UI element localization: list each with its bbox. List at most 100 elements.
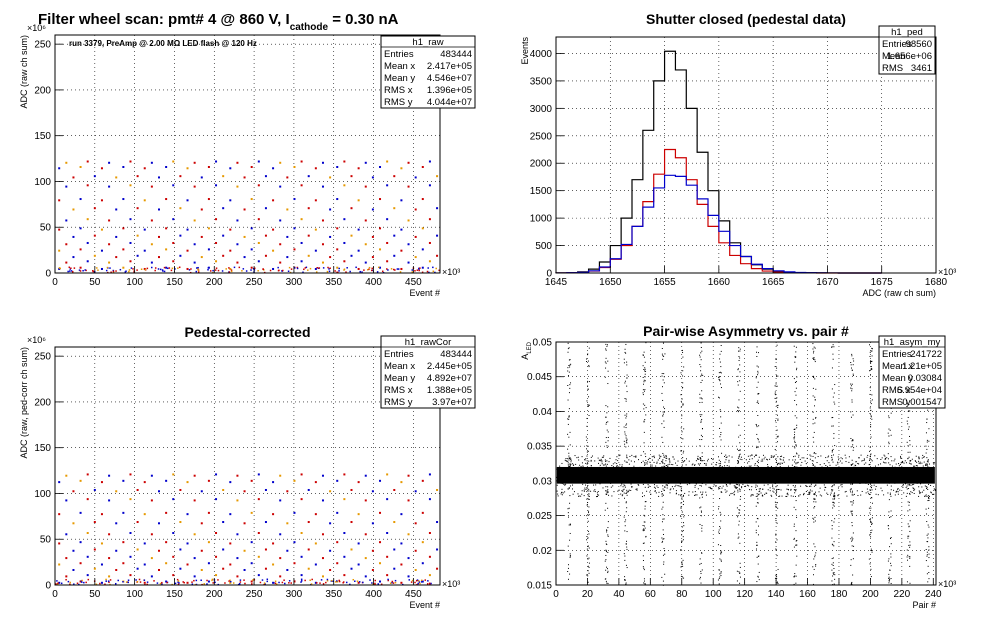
scatter-point	[172, 532, 175, 535]
asymmetry-spike-point	[851, 492, 853, 494]
scatter-point	[371, 522, 374, 525]
asymmetry-spike-point	[738, 488, 740, 490]
asymmetry-spike-point	[719, 379, 721, 381]
asymmetry-spike-point	[587, 498, 589, 500]
asymmetry-spike-point	[718, 376, 720, 378]
scatter-point	[428, 582, 431, 585]
asymmetry-spike-point	[813, 497, 815, 499]
asymmetry-point	[565, 460, 567, 462]
scatter-point	[215, 532, 218, 535]
scatter-point	[364, 474, 367, 477]
asymmetry-spike-point	[775, 461, 777, 463]
asymmetry-spike-point	[586, 504, 588, 506]
scatter-point	[172, 241, 175, 244]
asymmetry-point	[645, 459, 647, 461]
asymmetry-spike-point	[701, 428, 703, 430]
scatter-point	[407, 499, 410, 502]
asymmetry-spike-point	[775, 548, 777, 550]
scatter-point	[272, 228, 275, 231]
asymmetry-point	[754, 463, 756, 465]
asymmetry-point	[641, 462, 643, 464]
asymmetry-spike-point	[588, 493, 590, 495]
scatter-point	[321, 533, 324, 536]
asymmetry-spike-point	[567, 469, 569, 471]
asymmetry-spike-point	[680, 549, 682, 551]
asymmetry-spike-point	[624, 530, 626, 532]
asymmetry-point	[563, 483, 565, 485]
asymmetry-point	[596, 496, 598, 498]
asymmetry-point	[762, 495, 764, 497]
asymmetry-point	[898, 463, 900, 465]
asymmetry-point	[810, 479, 812, 481]
scatter-point	[387, 578, 389, 581]
asymmetry-spike-point	[834, 445, 836, 447]
asymmetry-point	[572, 493, 574, 495]
asymmetry-spike-point	[568, 392, 570, 394]
asymmetry-point	[679, 476, 681, 478]
scatter-point	[72, 522, 75, 525]
asymmetry-spike-point	[909, 546, 911, 548]
asymmetry-point	[726, 465, 728, 467]
asymmetry-point	[771, 495, 773, 497]
scatter-point	[207, 479, 210, 482]
asymmetry-point	[590, 469, 592, 471]
asymmetry-point	[617, 476, 619, 478]
asymmetry-point	[795, 490, 797, 492]
asymmetry-point	[556, 468, 558, 470]
asymmetry-point	[786, 493, 788, 495]
asymmetry-spike-point	[871, 368, 873, 370]
asymmetry-point	[669, 489, 671, 491]
scatter-point	[125, 581, 128, 583]
asymmetry-point	[618, 471, 620, 473]
scatter-point	[343, 555, 346, 558]
scatter-point	[386, 268, 388, 270]
asymmetry-point	[786, 477, 788, 479]
asymmetry-spike-point	[700, 420, 702, 422]
asymmetry-point	[793, 456, 795, 458]
asymmetry-point	[841, 473, 843, 475]
scatter-point	[279, 575, 282, 578]
asymmetry-point	[829, 464, 831, 466]
asymmetry-point	[662, 474, 664, 476]
asymmetry-point	[726, 490, 728, 492]
scatter-point	[129, 260, 132, 263]
asymmetry-spike-point	[756, 424, 758, 426]
asymmetry-point	[749, 455, 751, 457]
asymmetry-spike-point	[925, 467, 927, 469]
asymmetry-spike-point	[661, 576, 663, 578]
scatter-point	[159, 582, 162, 585]
asymmetry-spike-point	[680, 507, 682, 509]
scatter-point	[411, 579, 414, 582]
scatter-point	[368, 268, 370, 271]
asymmetry-point	[811, 460, 813, 462]
x-exponent: ×10³	[442, 579, 460, 589]
scatter-point	[250, 266, 253, 269]
asymmetry-point	[915, 465, 917, 467]
asymmetry-spike-point	[869, 463, 871, 465]
asymmetry-point	[749, 466, 751, 468]
asymmetry-point	[560, 482, 562, 484]
scatter-point	[106, 266, 109, 269]
asymmetry-point	[809, 454, 811, 456]
asymmetry-point	[767, 471, 769, 473]
asymmetry-point	[928, 463, 930, 465]
scatter-point	[229, 579, 231, 582]
asymmetry-spike-point	[701, 414, 703, 416]
scatter-point	[262, 268, 264, 271]
scatter-point	[239, 581, 242, 583]
asymmetry-point	[834, 470, 836, 472]
asymmetry-point	[909, 483, 911, 485]
asymmetry-point	[556, 476, 558, 478]
asymmetry-spike-point	[738, 512, 740, 514]
asymmetry-spike-point	[757, 502, 759, 504]
asymmetry-point	[569, 476, 571, 478]
asymmetry-spike-point	[588, 396, 590, 398]
y-tick-label: 100	[34, 489, 51, 500]
scatter-point	[332, 580, 334, 583]
asymmetry-point	[894, 469, 896, 471]
scatter-point	[379, 198, 382, 201]
asymmetry-spike-point	[927, 467, 929, 469]
scatter-point	[379, 541, 382, 544]
asymmetry-spike-point	[851, 513, 853, 515]
scatter-point	[428, 260, 431, 263]
